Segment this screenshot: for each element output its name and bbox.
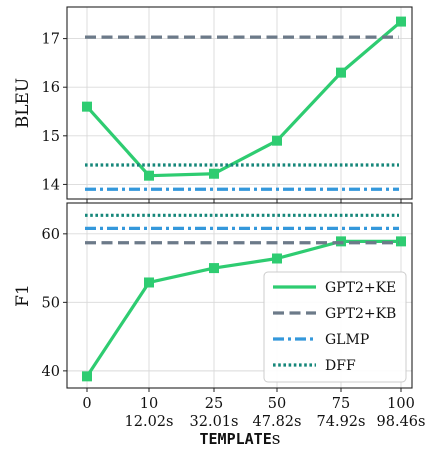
legend-label-gpt2-ke: GPT2+KE <box>325 280 396 296</box>
xtick-sublabel: 98.46s <box>377 414 426 430</box>
xlabel-mono: TEMPLATE <box>200 430 272 448</box>
bleu-point <box>272 135 282 146</box>
f1-point <box>82 371 92 382</box>
bleu-ytick-label: 15 <box>42 129 60 145</box>
xtick-sublabel: 47.82s <box>253 414 302 430</box>
xtick-label: 75 <box>332 396 350 412</box>
bleu-ytick-label: 14 <box>42 177 60 193</box>
bleu-point <box>144 170 154 181</box>
f1-ytick-label: 60 <box>42 227 60 243</box>
bleu-point <box>82 101 92 112</box>
xtick-sublabel: 12.02s <box>125 414 174 430</box>
xtick-label: 0 <box>82 396 91 412</box>
xlabel: TEMPLATEs <box>200 429 281 449</box>
bleu-point <box>336 67 346 78</box>
f1-point <box>396 236 406 247</box>
xtick-label: 100 <box>387 396 415 412</box>
f1-ytick-label: 50 <box>42 295 60 311</box>
bleu-ytick-label: 16 <box>42 80 60 96</box>
f1-frame <box>66 202 413 389</box>
bleu-panel: 14 15 16 17 BLEU <box>13 6 413 203</box>
f1-point <box>272 253 282 264</box>
f1-point <box>209 263 219 274</box>
bleu-point <box>396 16 406 27</box>
f1-ytick-label: 40 <box>42 364 60 380</box>
bleu-ylabel: BLEU <box>13 78 33 129</box>
xtick-label: 10 <box>140 396 158 412</box>
legend-label-glmp: GLMP <box>325 332 369 348</box>
legend: GPT2+KE GPT2+KB GLMP DFF <box>263 271 407 383</box>
bleu-frame <box>66 6 413 200</box>
xtick-label: 25 <box>205 396 223 412</box>
x-axis: 0 10 25 50 75 100 12.02s 32.01s 47.82s 74.92s 98.4… <box>82 396 425 449</box>
legend-label-gpt2-kb: GPT2+KB <box>325 306 396 322</box>
legend-box <box>263 271 407 383</box>
xtick-sublabel: 74.92s <box>317 414 366 430</box>
f1-point <box>144 277 154 288</box>
xtick-sublabel: 32.01s <box>190 414 239 430</box>
legend-label-dff: DFF <box>325 358 356 374</box>
bleu-ytick-label: 17 <box>42 32 60 48</box>
f1-ylabel: F1 <box>13 284 33 307</box>
xtick-label: 50 <box>268 396 286 412</box>
xlabel-suffix: s <box>272 429 281 449</box>
bleu-series-gpt2-ke <box>85 20 403 178</box>
bleu-point <box>209 168 219 179</box>
